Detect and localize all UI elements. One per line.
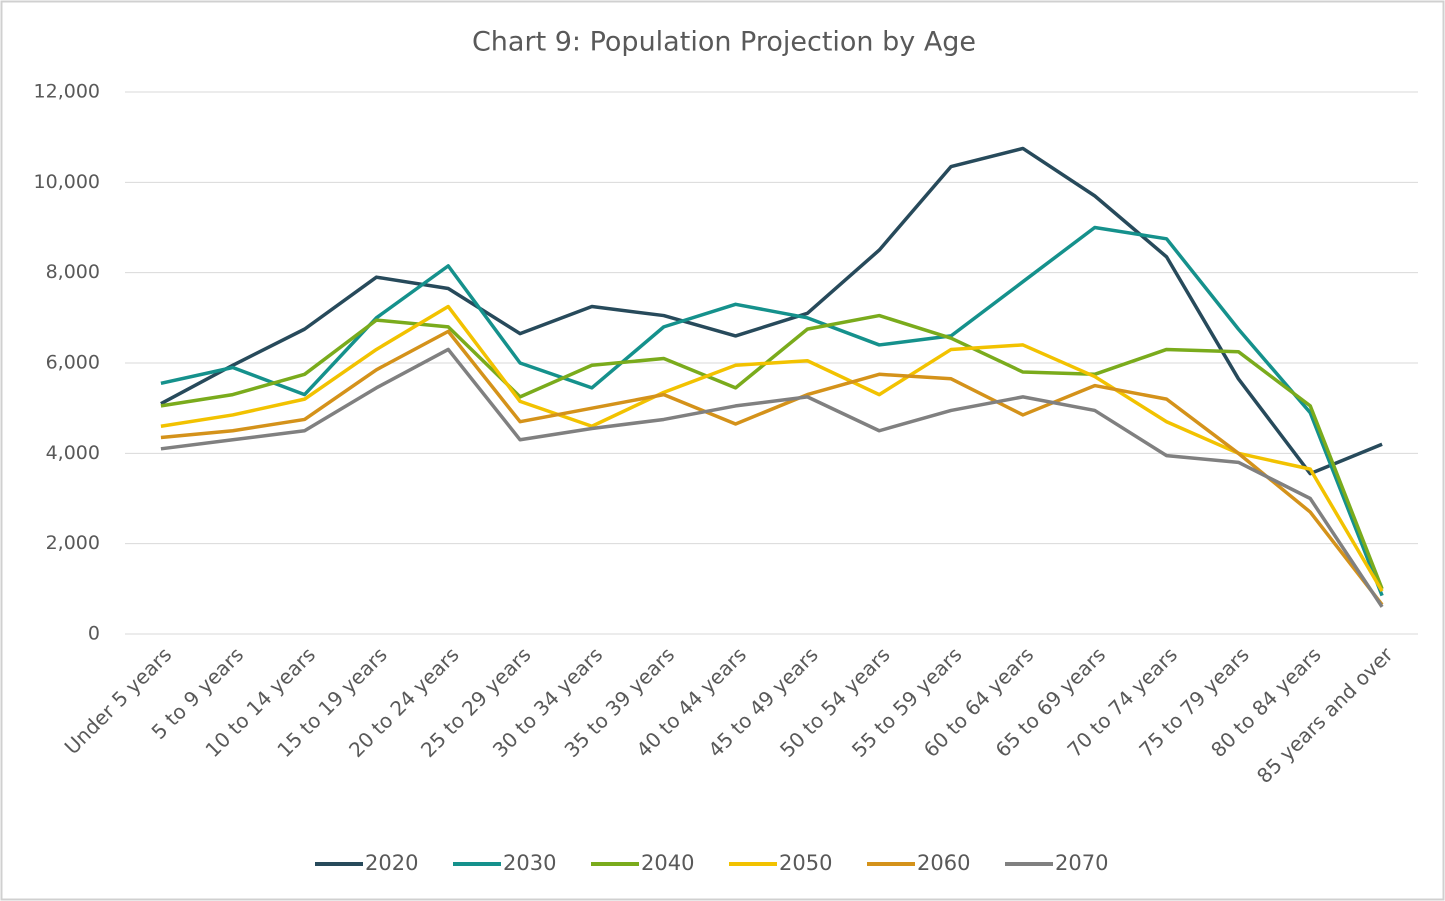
series-line bbox=[160, 313, 1384, 590]
y-tick-label: 12,000 bbox=[34, 81, 100, 103]
y-tick-label: 2,000 bbox=[46, 532, 100, 554]
series-line bbox=[160, 146, 1383, 476]
y-tick-label: 4,000 bbox=[46, 442, 100, 464]
y-tick-label: 6,000 bbox=[46, 352, 100, 374]
series-line bbox=[160, 329, 1384, 606]
series-line bbox=[160, 304, 1384, 592]
series-line bbox=[160, 347, 1384, 608]
legend-label: 2020 bbox=[365, 851, 418, 875]
y-tick-label: 10,000 bbox=[34, 171, 100, 193]
legend-label: 2060 bbox=[917, 851, 970, 875]
legend-label: 2040 bbox=[641, 851, 694, 875]
y-tick-label: 8,000 bbox=[46, 261, 100, 283]
y-tick-label: 0 bbox=[88, 623, 100, 645]
chart-title: Chart 9: Population Projection by Age bbox=[472, 27, 976, 58]
legend-label: 2050 bbox=[779, 851, 832, 875]
legend-label: 2030 bbox=[503, 851, 556, 875]
legend-label: 2070 bbox=[1055, 851, 1108, 875]
